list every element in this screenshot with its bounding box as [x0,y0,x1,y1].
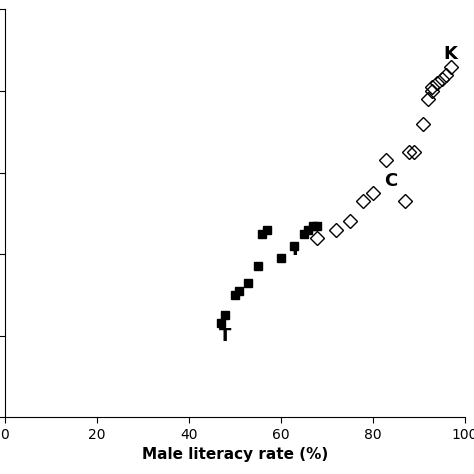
Text: C: C [384,172,398,190]
Text: I: I [291,241,298,259]
X-axis label: Male literacy rate (%): Male literacy rate (%) [142,447,328,462]
Text: K: K [444,46,458,64]
Text: T: T [219,327,232,345]
